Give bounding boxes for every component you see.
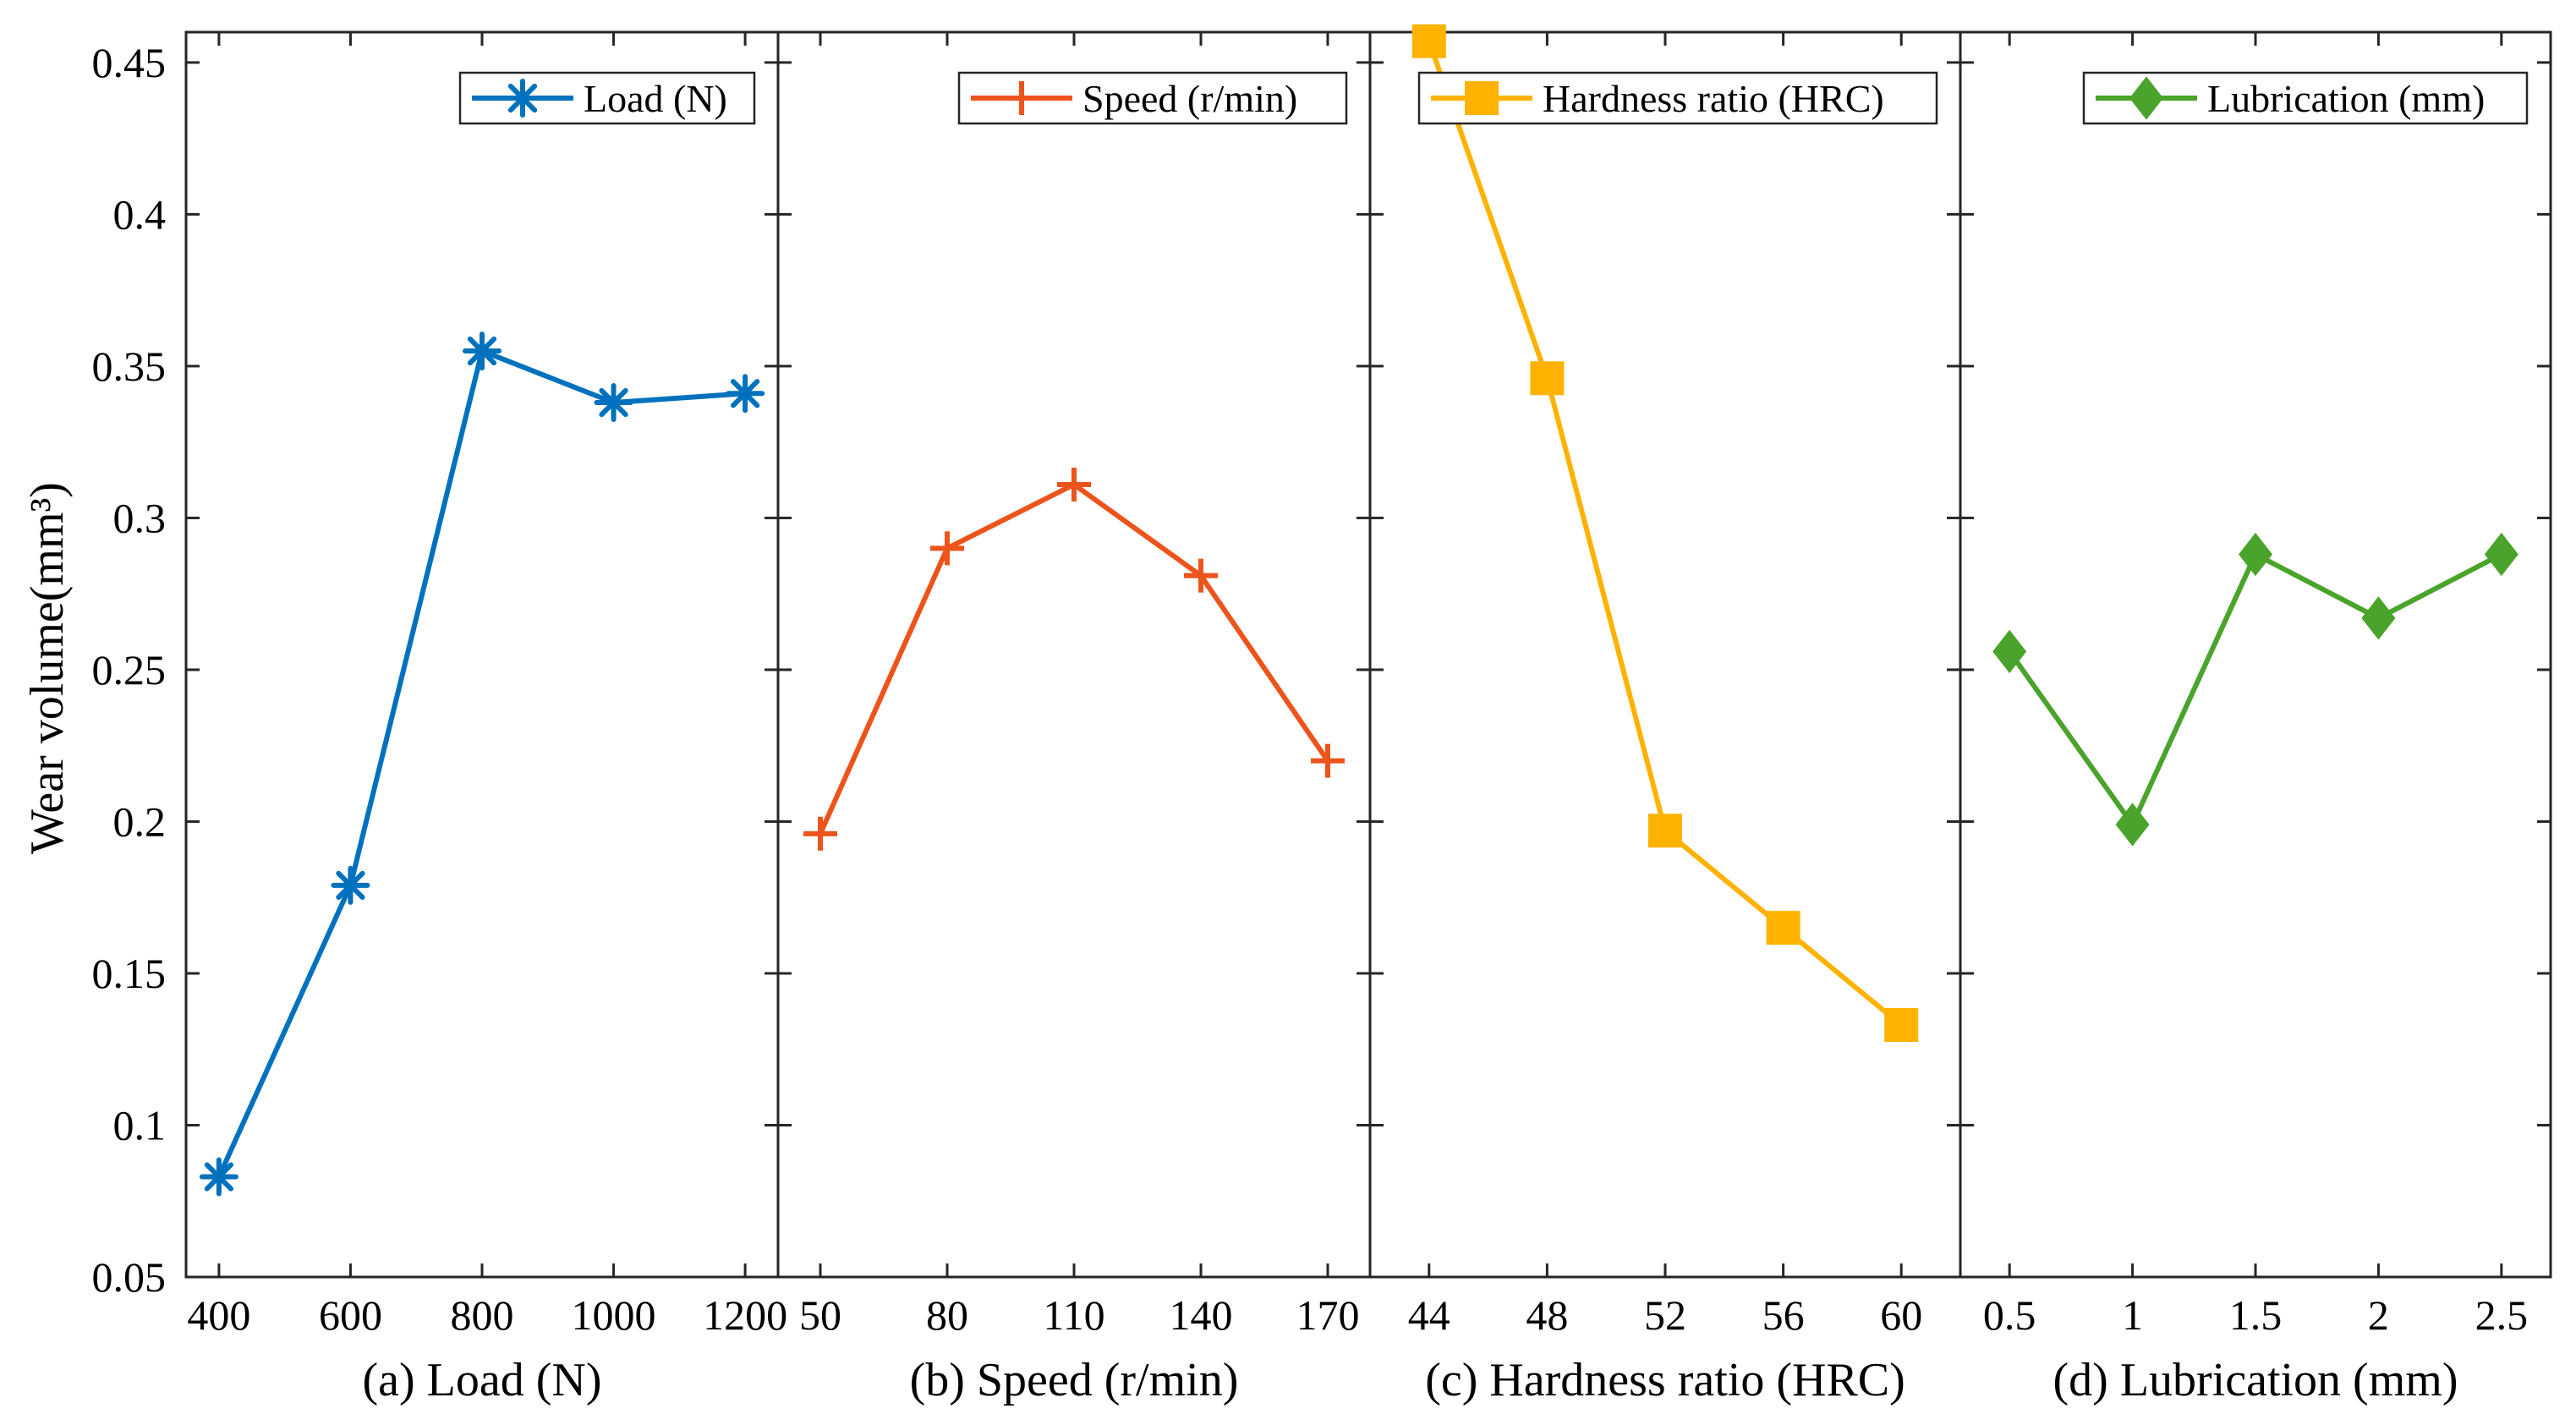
x-tick-label: 800: [451, 1291, 514, 1339]
legend: Load (N): [458, 71, 756, 125]
x-tick-label: 1000: [572, 1291, 656, 1339]
data-point: [726, 374, 765, 414]
panel-c: 44 48 52 56 60 (c) Hardness ratio (HRC) Hardne…: [1368, 24, 1962, 1406]
data-point: [803, 816, 837, 851]
legend: Speed (r/min): [957, 71, 1348, 125]
x-tick-label: 1.5: [2229, 1291, 2283, 1339]
x-tick-label: 170: [1296, 1291, 1360, 1339]
data-point: [1766, 911, 1800, 945]
legend-marker: [1465, 81, 1499, 115]
data-point: [2361, 596, 2396, 640]
x-tick-label: 48: [1526, 1291, 1568, 1339]
x-tick-label: 1: [2122, 1291, 2143, 1339]
y-tick-label: 0.2: [113, 797, 167, 845]
y-tick-label: 0.25: [92, 646, 167, 693]
y-tick-label: 0.4: [113, 190, 167, 238]
x-tick-label: 1200: [703, 1291, 787, 1339]
data-point: [1057, 467, 1091, 501]
panel-a: 0.05 0.1 0.15 0.2 0.25 0.3 0.35 0.4 0.45 400 600 80…: [92, 30, 787, 1406]
x-tick-label: 140: [1170, 1291, 1233, 1339]
legend-label: Load (N): [584, 77, 727, 120]
x-axis-title: (d) Lubrication (mm): [2053, 1354, 2458, 1406]
y-tick-label: 0.1: [113, 1101, 167, 1148]
x-axis-title: (a) Load (N): [363, 1354, 602, 1406]
x-tick-label: 50: [799, 1291, 841, 1339]
data-point: [1311, 743, 1345, 778]
data-point: [463, 331, 501, 370]
y-tick-label: 0.05: [92, 1253, 167, 1301]
x-tick-label: 600: [319, 1291, 382, 1339]
data-point: [1992, 629, 2027, 674]
x-tick-label: 56: [1762, 1291, 1805, 1339]
panel-b: 50 80 110 140 170 (b) Speed (r/min) Speed (r/m…: [776, 30, 1372, 1406]
data-point: [1411, 24, 1446, 58]
x-axis-title: (c) Hardness ratio (HRC): [1425, 1354, 1905, 1406]
data-point: [594, 383, 633, 423]
data-point: [331, 865, 370, 905]
y-tick-label: 0.35: [92, 343, 167, 390]
x-tick-label: 0.5: [1983, 1291, 2036, 1339]
x-tick-label: 52: [1644, 1291, 1686, 1339]
legend-label: Hardness ratio (HRC): [1543, 77, 1884, 120]
data-point: [1648, 814, 1682, 848]
legend-marker: [503, 79, 542, 118]
y-tick-label: 0.3: [113, 494, 167, 541]
x-tick-label: 110: [1043, 1291, 1104, 1339]
data-point: [1184, 558, 1218, 593]
y-tick-label: 0.15: [92, 950, 167, 997]
data-point: [1884, 1008, 1919, 1043]
panel-d: 0.5 1 1.5 2 2.5 (d) Lubrication (mm) Lubricati…: [1959, 30, 2552, 1406]
data-point: [2484, 532, 2518, 577]
legend-marker: [2129, 76, 2163, 120]
data-point: [2239, 532, 2272, 577]
y-tick-label: 0.45: [92, 39, 167, 86]
x-tick-label: 400: [187, 1291, 250, 1339]
data-point: [930, 531, 964, 566]
x-axis-title: (b) Speed (r/min): [910, 1354, 1239, 1406]
x-tick-label: 44: [1408, 1291, 1450, 1339]
legend-marker: [1005, 81, 1039, 115]
legend-label: Lubrication (mm): [2207, 77, 2485, 120]
data-point: [2115, 803, 2150, 847]
data-point: [1530, 361, 1565, 396]
legend: Hardness ratio (HRC): [1417, 71, 1938, 125]
data-point: [199, 1157, 238, 1197]
y-axis-title: Wear volume(mm³): [21, 482, 74, 854]
legend-label: Speed (r/min): [1082, 77, 1297, 120]
x-tick-label: 60: [1880, 1291, 1922, 1339]
x-tick-label: 2.5: [2475, 1291, 2529, 1339]
legend: Lubrication (mm): [2082, 71, 2529, 125]
x-tick-label: 80: [926, 1291, 968, 1339]
x-tick-label: 2: [2368, 1291, 2389, 1339]
